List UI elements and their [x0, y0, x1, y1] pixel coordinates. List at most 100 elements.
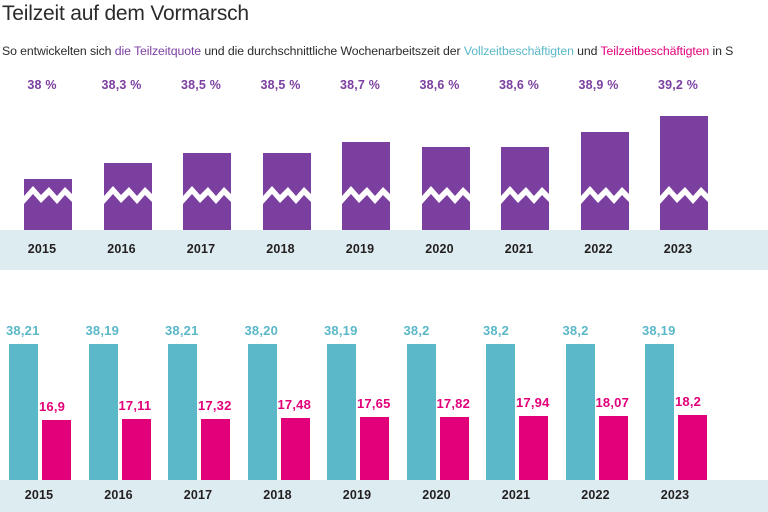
- bar-group-2020: 38,2 17,82: [402, 300, 478, 512]
- x-axis-label-top-2019: 2019: [345, 242, 375, 256]
- x-axis-label-bottom-2015: 2015: [24, 488, 54, 502]
- value-label-teilzeit-2015: 16,9: [39, 399, 66, 414]
- value-label-teilzeitquote-2015: 38 %: [27, 78, 57, 92]
- axis-break-zigzag-2017: [183, 182, 231, 208]
- plot-area-bottom: 38,21 16,9 38,19 17,11 38,21 17,32 38,20 17,48 3…: [0, 300, 768, 512]
- x-axis-label-top-2017: 2017: [186, 242, 216, 256]
- bar-vollzeit-2021[interactable]: [486, 344, 515, 480]
- x-axis-label-bottom-2020: 2020: [422, 488, 451, 502]
- page-subtitle: So entwickelten sich die Teilzeitquote u…: [2, 44, 733, 58]
- bar-group-2019: 38,19 17,65: [322, 300, 398, 512]
- value-label-vollzeit-2018: 38,20: [244, 323, 279, 338]
- bar-teilzeitquote-2023[interactable]: [660, 116, 708, 230]
- axis-break-zigzag-2021: [501, 182, 549, 208]
- bar-group-2016: 38,3 %: [84, 70, 160, 270]
- value-label-vollzeit-2019: 38,19: [324, 323, 358, 338]
- value-label-teilzeit-2020: 17,82: [436, 396, 471, 411]
- bar-group-2015: 38 %: [4, 70, 80, 270]
- x-axis-band-bottom: [0, 480, 768, 512]
- x-axis-label-bottom-2022: 2022: [581, 488, 610, 502]
- bar-group-2023: 39,2 %: [640, 70, 716, 270]
- value-label-teilzeit-2016: 17,11: [118, 398, 152, 413]
- value-label-vollzeit-2020: 38,2: [403, 323, 430, 338]
- bar-teilzeitquote-2022[interactable]: [580, 132, 629, 230]
- value-label-teilzeitquote-2020: 38,6 %: [419, 78, 460, 92]
- value-label-teilzeitquote-2023: 39,2 %: [657, 78, 699, 92]
- bar-teilzeit-2020[interactable]: [439, 417, 469, 480]
- bar-group-2015: 38,21 16,9: [4, 300, 80, 512]
- bar-teilzeit-2021[interactable]: [519, 416, 548, 480]
- chart-header: Teilzeit auf dem Vormarsch So entwickelt…: [0, 0, 768, 66]
- x-axis-label-bottom-2023: 2023: [660, 488, 690, 502]
- subtitle-part-4: und: [573, 44, 601, 58]
- value-label-teilzeitquote-2022: 38,9 %: [578, 78, 619, 92]
- x-axis-label-bottom-2021: 2021: [501, 488, 531, 502]
- bar-group-2020: 38,6 %: [402, 70, 478, 270]
- x-axis-label-bottom-2016: 2016: [104, 488, 133, 502]
- x-axis-label-top-2016: 2016: [107, 242, 136, 256]
- subtitle-part-0: So entwickelten sich: [2, 44, 115, 58]
- value-label-vollzeit-2021: 38,2: [483, 323, 510, 338]
- bar-group-2019: 38,7 %: [322, 70, 398, 270]
- value-label-teilzeit-2023: 18,2: [675, 394, 702, 409]
- subtitle-part-2: und die durchschnittliche Wochenarbeitsz…: [201, 44, 464, 58]
- axis-break-zigzag-2023: [660, 182, 708, 208]
- bar-vollzeit-2019[interactable]: [327, 344, 356, 480]
- x-axis-label-bottom-2018: 2018: [263, 488, 292, 502]
- bar-group-2022: 38,9 %: [561, 70, 637, 270]
- value-label-vollzeit-2022: 38,2: [562, 323, 589, 338]
- axis-break-zigzag-2015: [24, 182, 72, 208]
- plot-area-top: 38 % 38,3 % 38,5 % 38,5 % 38,7 % 38,6 % 38,6 %…: [0, 70, 768, 270]
- axis-break-zigzag-2020: [421, 182, 470, 208]
- bar-group-2023: 38,19 18,2: [640, 300, 716, 512]
- chart-wochenarbeitszeit: 38,21 16,9 38,19 17,11 38,21 17,32 38,20 17,48 3…: [0, 300, 768, 512]
- value-label-teilzeitquote-2021: 38,6 %: [498, 78, 540, 92]
- value-label-teilzeit-2018: 17,48: [277, 397, 312, 412]
- x-axis-label-top-2021: 2021: [504, 242, 534, 256]
- value-label-teilzeit-2021: 17,94: [516, 395, 550, 410]
- chart-teilzeitquote: 38 % 38,3 % 38,5 % 38,5 % 38,7 % 38,6 % 38,6 %…: [0, 70, 768, 270]
- value-label-teilzeitquote-2016: 38,3 %: [101, 78, 142, 92]
- value-label-vollzeit-2015: 38,21: [6, 323, 40, 338]
- bar-teilzeit-2018[interactable]: [280, 418, 310, 480]
- bar-teilzeit-2023[interactable]: [678, 415, 707, 480]
- bar-group-2016: 38,19 17,11: [84, 300, 160, 512]
- value-label-vollzeit-2017: 38,21: [165, 323, 199, 338]
- bar-vollzeit-2015[interactable]: [9, 344, 38, 480]
- bar-vollzeit-2017[interactable]: [168, 344, 197, 480]
- value-label-teilzeitquote-2018: 38,5 %: [260, 78, 301, 92]
- x-axis-label-bottom-2017: 2017: [183, 488, 213, 502]
- bar-vollzeit-2022[interactable]: [565, 344, 595, 480]
- bar-vollzeit-2020[interactable]: [406, 344, 436, 480]
- page-title: Teilzeit auf dem Vormarsch: [2, 2, 249, 25]
- bar-teilzeit-2017[interactable]: [201, 419, 230, 480]
- subtitle-part-1: die Teilzeitquote: [114, 44, 201, 58]
- x-axis-label-top-2020: 2020: [425, 242, 454, 256]
- bar-group-2018: 38,5 %: [243, 70, 319, 270]
- value-label-vollzeit-2016: 38,19: [85, 323, 120, 338]
- x-axis-band-top: [0, 230, 768, 270]
- bar-vollzeit-2018[interactable]: [247, 344, 277, 480]
- bar-vollzeit-2016[interactable]: [88, 344, 118, 480]
- bar-teilzeit-2015[interactable]: [42, 420, 71, 480]
- bar-vollzeit-2023[interactable]: [645, 344, 674, 480]
- bar-group-2018: 38,20 17,48: [243, 300, 319, 512]
- axis-break-zigzag-2018: [262, 182, 311, 208]
- axis-break-zigzag-2022: [580, 182, 629, 208]
- bar-teilzeit-2022[interactable]: [598, 416, 628, 480]
- bar-teilzeit-2019[interactable]: [360, 417, 389, 480]
- x-axis-label-top-2023: 2023: [663, 242, 693, 256]
- value-label-teilzeit-2022: 18,07: [595, 395, 630, 410]
- subtitle-part-3: Vollzeitbeschäftigten: [463, 44, 574, 58]
- bar-group-2017: 38,5 %: [163, 70, 239, 270]
- bar-teilzeitquote-2019[interactable]: [342, 142, 390, 230]
- bar-teilzeit-2016[interactable]: [121, 419, 151, 480]
- bar-teilzeitquote-2016[interactable]: [103, 163, 152, 230]
- value-label-teilzeit-2019: 17,65: [357, 396, 391, 411]
- bar-group-2021: 38,6 %: [481, 70, 557, 270]
- bar-group-2022: 38,2 18,07: [561, 300, 637, 512]
- x-axis-label-top-2018: 2018: [266, 242, 295, 256]
- subtitle-part-6: in S: [709, 44, 734, 58]
- axis-break-zigzag-2016: [103, 182, 152, 208]
- x-axis-label-top-2022: 2022: [584, 242, 613, 256]
